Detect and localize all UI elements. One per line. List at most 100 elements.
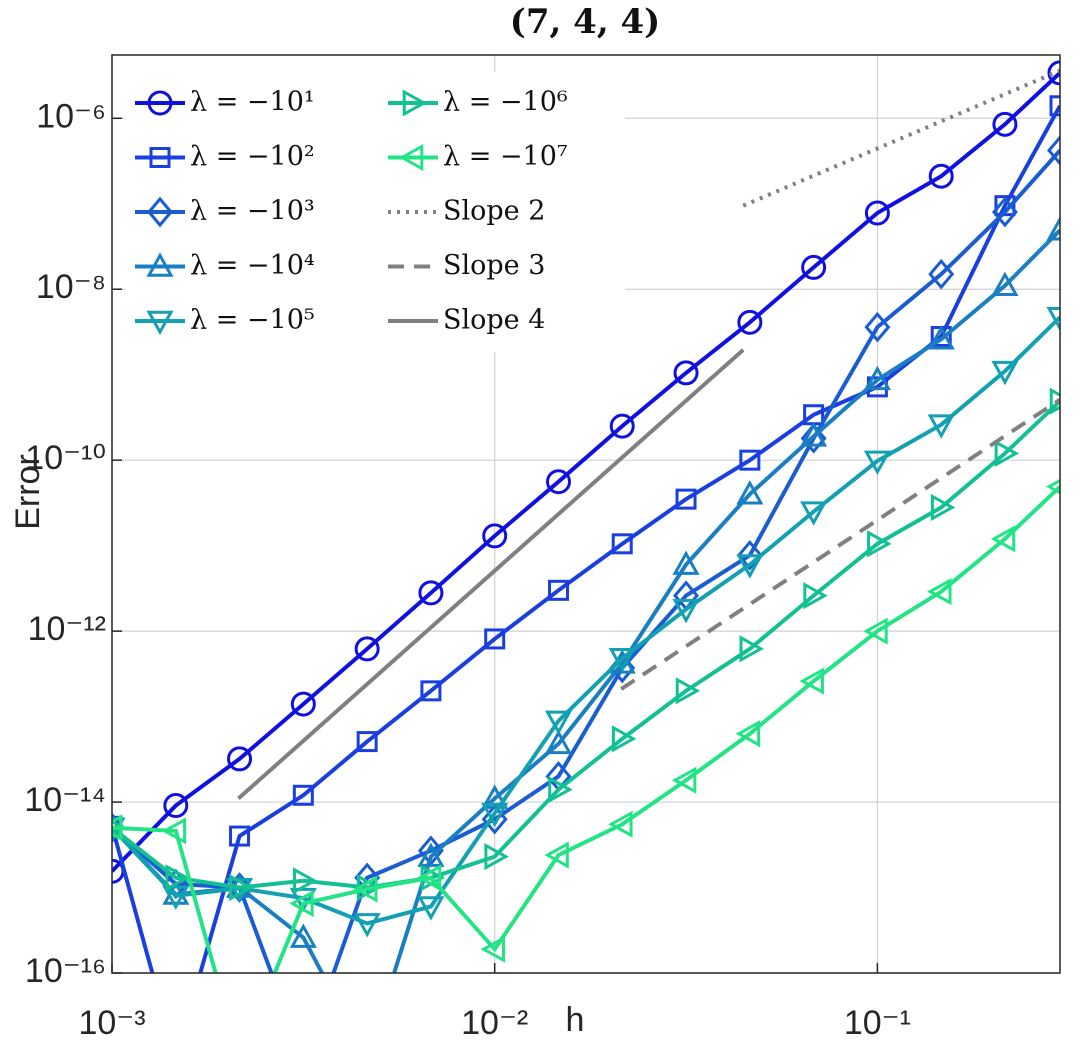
series-line [620, 398, 1060, 691]
y-tick-label: 10⁻⁶ [36, 97, 106, 135]
marker [927, 414, 955, 439]
marker [928, 163, 954, 189]
data-layer [112, 60, 1060, 973]
marker [481, 803, 508, 835]
marker [290, 691, 316, 717]
marker [1049, 95, 1060, 117]
marker [289, 923, 317, 948]
legend-label: λ = −10³ [190, 196, 315, 227]
x-tick-label: 10⁻³ [78, 1004, 145, 1042]
legend-label: Slope 3 [443, 250, 545, 281]
marker [673, 360, 699, 386]
marker [675, 488, 697, 510]
marker [548, 776, 573, 804]
marker [544, 710, 573, 735]
marker [991, 271, 1019, 296]
marker [480, 935, 506, 963]
marker [417, 842, 445, 867]
marker [227, 746, 253, 772]
legend-label: Slope 4 [443, 305, 545, 336]
marker [1047, 135, 1060, 166]
marker [162, 885, 190, 910]
marker [149, 147, 171, 168]
marker [801, 254, 827, 280]
legend-label: λ = −10⁷ [443, 141, 568, 172]
marker [735, 720, 761, 748]
marker [416, 864, 442, 892]
marker [112, 814, 123, 842]
marker [548, 579, 570, 601]
legend-label: λ = −10⁶ [443, 87, 568, 118]
marker [484, 628, 506, 650]
marker [163, 793, 189, 819]
marker [863, 365, 891, 391]
marker [991, 196, 1018, 228]
marker [289, 889, 314, 918]
marker [292, 784, 314, 806]
x-axis-label: h [566, 1001, 585, 1039]
legend-label: λ = −10² [190, 141, 315, 172]
series-line [112, 315, 1060, 926]
marker [544, 729, 573, 755]
marker [1046, 306, 1060, 332]
marker [736, 554, 764, 579]
x-tick-label: 10⁻¹ [844, 1004, 911, 1042]
marker [675, 677, 701, 705]
marker [800, 423, 827, 454]
y-tick-label: 10⁻⁸ [36, 268, 106, 306]
marker [161, 817, 187, 845]
marker [864, 200, 890, 226]
marker [544, 841, 569, 869]
marker [353, 875, 378, 903]
marker [991, 360, 1019, 386]
marker [546, 469, 572, 495]
marker [229, 873, 254, 902]
marker [481, 784, 509, 809]
marker [672, 598, 700, 624]
series-line [112, 71, 1060, 873]
marker [354, 636, 380, 662]
marker [353, 913, 381, 938]
marker [864, 311, 891, 343]
x-tick-label: 10⁻² [461, 1004, 528, 1042]
series-line [112, 485, 1060, 973]
marker [482, 523, 508, 549]
marker [481, 802, 509, 828]
marker [927, 578, 952, 606]
marker [671, 766, 697, 794]
marker [293, 867, 318, 895]
series-line [237, 348, 745, 801]
marker [739, 449, 761, 471]
legend-label: Slope 2 [443, 196, 545, 227]
marker [609, 413, 635, 439]
marker [608, 810, 633, 838]
marker [402, 89, 428, 117]
series-line [112, 399, 1060, 890]
marker [737, 309, 763, 335]
marker [417, 896, 445, 921]
marker [800, 422, 828, 447]
series-line [742, 68, 1060, 208]
marker [927, 325, 955, 350]
marker [418, 580, 444, 606]
marker [147, 90, 173, 116]
marker [867, 530, 892, 558]
y-axis-label: Error [9, 454, 47, 530]
marker [739, 635, 764, 663]
marker [990, 525, 1016, 553]
marker [994, 439, 1020, 467]
marker [736, 540, 763, 571]
marker [146, 310, 174, 336]
marker [1047, 60, 1060, 86]
series-line [112, 228, 1060, 973]
marker [863, 617, 888, 645]
marker [398, 143, 424, 172]
marker [992, 111, 1018, 137]
legend-label: λ = −10⁴ [190, 250, 315, 281]
marker [146, 252, 174, 277]
marker [803, 582, 828, 610]
marker [484, 843, 509, 871]
marker [356, 731, 378, 753]
marker [611, 533, 633, 555]
marker [799, 667, 824, 695]
